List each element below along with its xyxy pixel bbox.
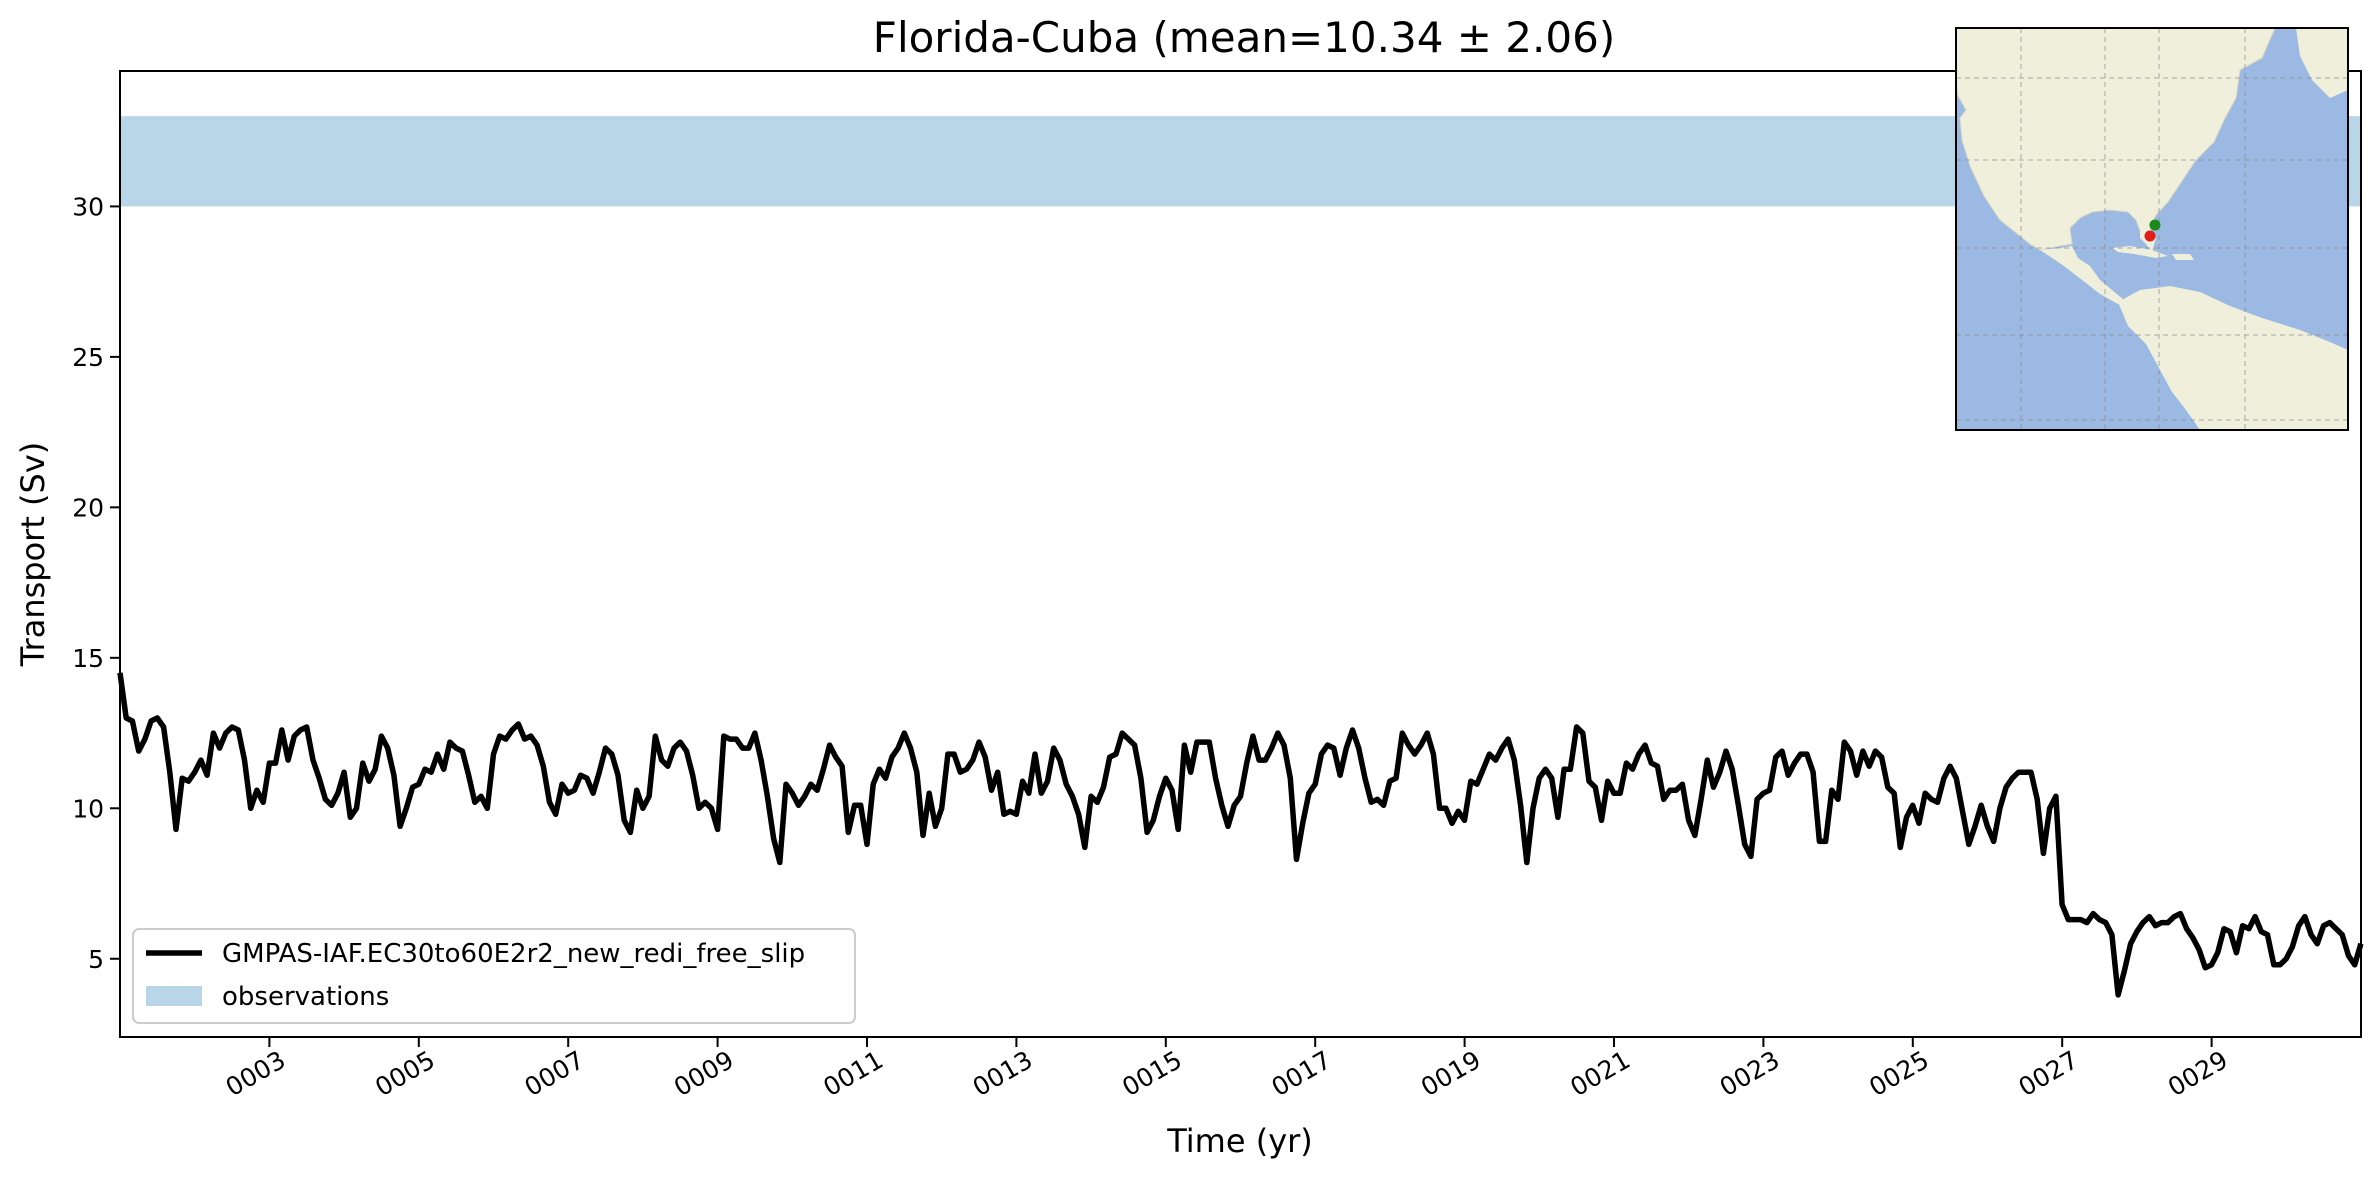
x-tick-label: 0013 [968, 1045, 1038, 1102]
x-tick-label: 0007 [520, 1045, 590, 1102]
x-tick-label: 0027 [2014, 1045, 2084, 1102]
y-tick-label: 15 [72, 644, 104, 673]
x-tick-label: 0019 [1416, 1045, 1486, 1102]
plot-frame [119, 70, 2362, 1038]
legend: GMPAS-IAF.EC30to60E2r2_new_redi_free_sli… [132, 928, 856, 1024]
map-land-greenland [2296, 28, 2348, 98]
map-land-central-america [2040, 246, 2124, 304]
x-tick-label: 0017 [1267, 1045, 1337, 1102]
map-gridlines [1956, 28, 2348, 430]
legend-band-swatch [146, 986, 202, 1006]
x-axis-label: Time (yr) [1166, 1122, 1313, 1160]
inset-map-frame [1955, 27, 2349, 431]
y-tick-label: 30 [72, 192, 104, 221]
x-tick-label: 0011 [818, 1045, 888, 1102]
x-tick-label: 0015 [1117, 1045, 1187, 1102]
y-axis-label: Transport (Sv) [14, 442, 52, 668]
series-line [117, 672, 2364, 998]
legend-frame [132, 928, 856, 1024]
legend-entry-observations: observations [222, 982, 389, 1012]
x-tick-label: 0023 [1715, 1045, 1785, 1102]
map-land-south-america [2118, 286, 2348, 430]
y-tick-label: 5 [88, 945, 104, 974]
chart-title: Florida-Cuba (mean=10.34 ± 2.06) [873, 13, 1615, 62]
x-tick-label: 0021 [1565, 1045, 1635, 1102]
x-tick-label: 0003 [221, 1045, 291, 1102]
map-marker-cuba [2144, 230, 2156, 242]
x-axis: 0003 0005 0007 0009 0011 0013 0015 0017 0019 0021… [221, 1037, 2233, 1102]
y-tick-label: 20 [72, 493, 104, 522]
inset-map [1955, 27, 2349, 431]
y-tick-label: 25 [72, 343, 104, 372]
legend-entry-model: GMPAS-IAF.EC30to60E2r2_new_redi_free_sli… [222, 939, 805, 969]
map-land-north-america [1956, 28, 2276, 251]
map-land-hispaniola [2172, 254, 2194, 260]
map-marker-florida [2149, 219, 2161, 231]
x-tick-label: 0009 [669, 1045, 739, 1102]
x-tick-label: 0029 [2163, 1045, 2233, 1102]
x-tick-label: 0025 [1864, 1045, 1934, 1102]
y-axis: 5 10 15 20 25 30 [72, 192, 120, 974]
map-land-cuba [2112, 246, 2168, 258]
x-tick-label: 0005 [370, 1045, 440, 1102]
y-tick-label: 10 [72, 794, 104, 823]
